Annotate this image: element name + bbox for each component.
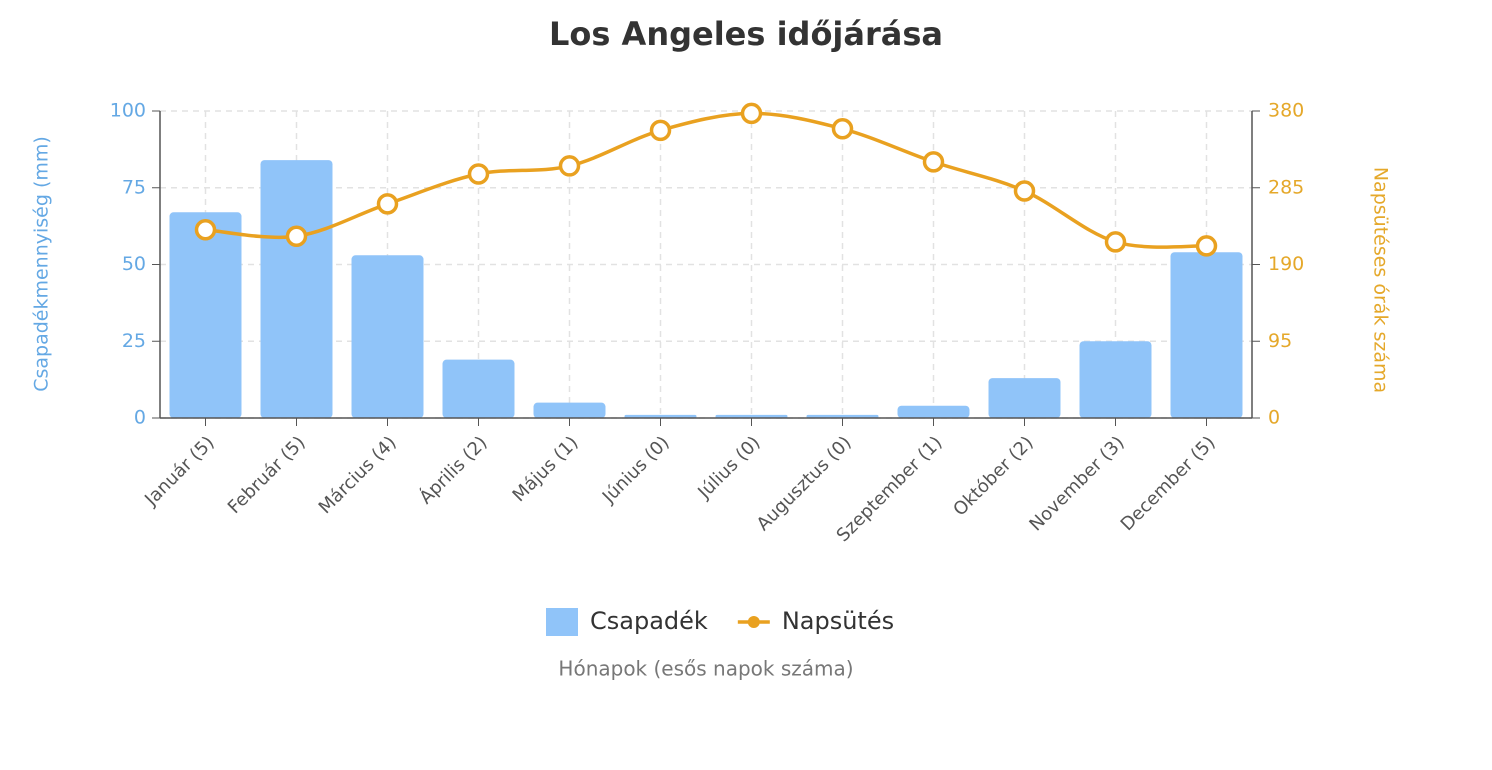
x-tick-label: Július (0) [693,432,764,503]
y2-axis-label: Napsütéses órák száma [1370,167,1392,393]
bar [1170,252,1243,418]
legend-swatch-marker [747,616,760,628]
x-axis-label: Hónapok (esős napok száma) [558,657,853,681]
y2-tick-label: 190 [1268,253,1304,275]
y-tick-label: 75 [122,176,146,198]
x-tick-label: Április (2) [415,432,492,509]
x-tick-label: Május (1) [509,432,583,506]
line-marker [740,102,763,125]
line-marker [1195,235,1218,257]
legend: Csapadék Napsütés [546,607,894,636]
bar [533,402,606,418]
line-marker [558,155,581,177]
x-tick-label: November (3) [1025,432,1128,535]
bar [806,414,879,418]
line-marker [831,118,854,140]
x-tick-label: Október (2) [949,432,1037,520]
line-marker [285,225,308,247]
bar [715,414,788,418]
bar [260,160,333,418]
line-marker [194,219,217,241]
legend-label: Csapadék [590,607,708,635]
y-tick-label: 100 [110,100,146,122]
y2-tick-label: 285 [1268,176,1304,198]
y-tick-label: 50 [122,253,146,275]
line-marker [1013,180,1036,202]
line-marker [1104,231,1127,253]
line [205,111,1207,249]
line-marker [376,193,399,215]
y2-tick-label: 95 [1268,330,1292,352]
line-marker [649,119,672,142]
y-tick-label: 0 [134,407,146,429]
bar [351,255,424,418]
x-tick-label: Január (5) [140,432,218,510]
line-marker [922,151,945,173]
bar [442,359,515,418]
x-tick-label: Június (0) [598,432,674,508]
x-tick-label: Augusztus (0) [753,432,856,535]
x-tick-label: Február (5) [224,432,310,518]
y-axis-label: Csapadékmennyiség (mm) [31,136,53,392]
bar [988,378,1061,418]
chart-title: Los Angeles időjárása [549,15,943,53]
y2-tick-label: 380 [1268,100,1304,122]
bar [897,405,970,418]
y-tick-label: 25 [122,330,146,352]
x-tick-label: December (5) [1117,432,1220,535]
x-tick-label: Március (4) [315,432,401,518]
legend-label: Napsütés [782,607,894,635]
bar [169,212,242,418]
line-marker [467,163,490,185]
bar [1079,341,1152,418]
legend-swatch [546,608,578,636]
bar [624,414,697,418]
y2-tick-label: 0 [1268,407,1280,429]
